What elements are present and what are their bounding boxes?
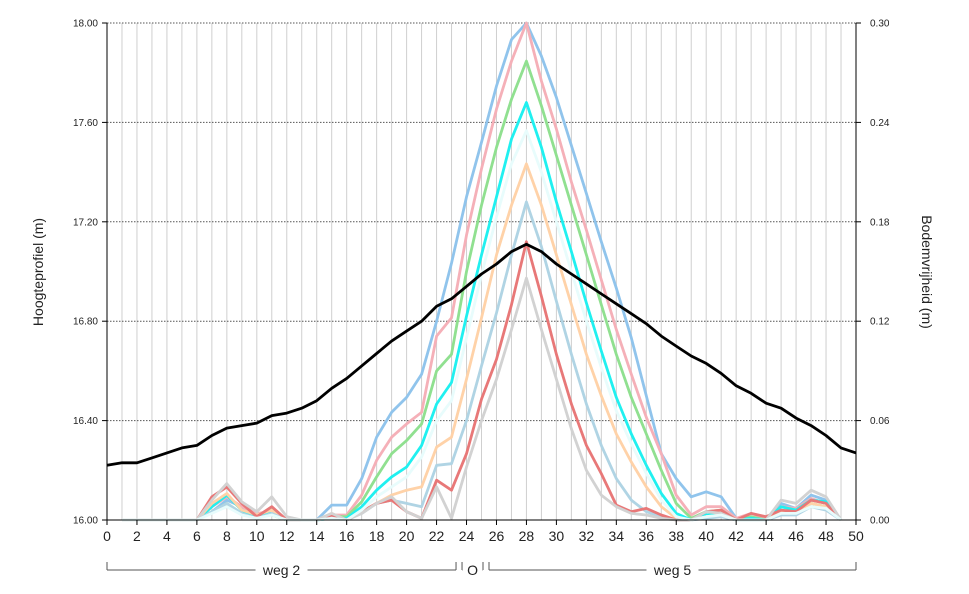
x-tick-label: 38 <box>668 528 684 544</box>
y2-tick-label: 0.06 <box>870 416 890 427</box>
x-tick-label: 4 <box>163 528 171 544</box>
tick-labels: 0 2 4 6 8 10 12 14 16 18 20 22 24 26 28 30 32 34 36 38 40 42 4… <box>73 19 890 545</box>
y2-tick-label: 0.12 <box>870 317 890 328</box>
x-tick-label: 30 <box>549 528 565 544</box>
x-tick-label: 40 <box>698 528 714 544</box>
y2-tick-label: 0.30 <box>870 19 890 30</box>
x-tick-label: 32 <box>579 528 595 544</box>
series-lines <box>106 21 857 522</box>
y-tick-label: 18.00 <box>73 19 98 30</box>
y-tick-label: 17.60 <box>73 118 98 129</box>
x-tick-label: 44 <box>758 528 774 544</box>
x-tick-label: 6 <box>193 528 201 544</box>
x-tick-label: 18 <box>369 528 385 544</box>
segment-label: weg 5 <box>653 562 692 578</box>
x-tick-label: 50 <box>848 528 864 544</box>
x-tick-label: 2 <box>133 528 141 544</box>
y2-tick-label: 0.18 <box>870 217 890 228</box>
y-tick-label: 16.80 <box>73 317 98 328</box>
y-tick-label: 17.20 <box>73 217 98 228</box>
x-tick-label: 42 <box>728 528 744 544</box>
x-tick-label: 20 <box>399 528 415 544</box>
y2-axis-title: Bodemvrijheid (m) <box>919 215 935 329</box>
height-profile-line <box>106 242 857 467</box>
x-tick-label: 8 <box>223 528 231 544</box>
series-line-2 <box>122 21 843 522</box>
x-tick-label: 28 <box>519 528 535 544</box>
axes <box>106 23 857 521</box>
y2-tick-label: 0.00 <box>870 516 890 527</box>
x-tick-label: 26 <box>489 528 505 544</box>
segment-label: weg 2 <box>262 562 301 578</box>
x-tick-label: 34 <box>609 528 625 544</box>
x-tick-label: 0 <box>103 528 111 544</box>
series-line-8 <box>122 276 843 522</box>
x-tick-label: 24 <box>459 528 475 544</box>
x-tick-label: 10 <box>249 528 265 544</box>
x-tick-label: 14 <box>309 528 325 544</box>
x-tick-label: 46 <box>788 528 804 544</box>
segment-label: O <box>467 562 478 578</box>
y-axis-title: Hoogteprofiel (m) <box>30 218 46 326</box>
y2-tick-label: 0.24 <box>870 118 890 129</box>
x-tick-label: 36 <box>638 528 654 544</box>
x-tick-label: 48 <box>818 528 834 544</box>
y-tick-label: 16.40 <box>73 416 98 427</box>
x-tick-label: 12 <box>279 528 295 544</box>
x-tick-label: 16 <box>339 528 355 544</box>
y-tick-label: 16.00 <box>73 516 98 527</box>
x-tick-label: 22 <box>429 528 445 544</box>
